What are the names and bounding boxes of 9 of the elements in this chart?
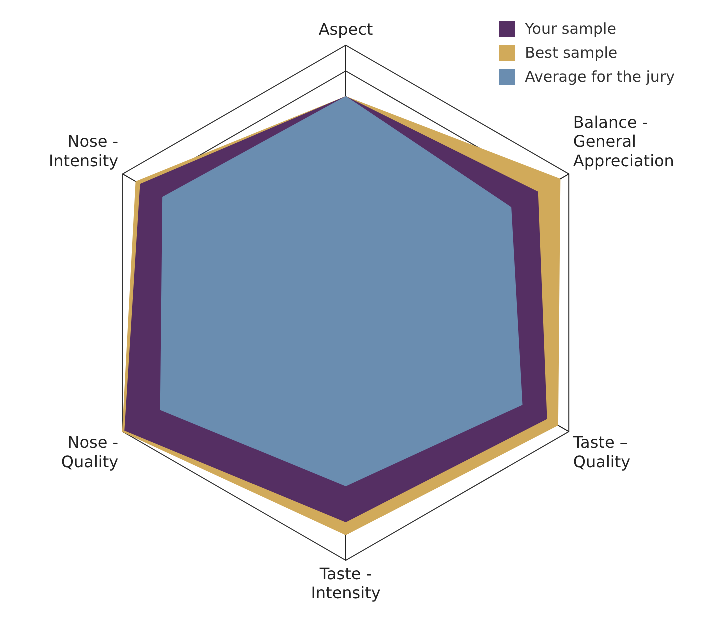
spoke-label: Nose - Intensity bbox=[48, 132, 119, 170]
spoke-label: Taste - Intensity bbox=[311, 564, 381, 603]
spoke-label: Nose - Quality bbox=[61, 433, 119, 472]
legend-label: Your sample bbox=[525, 20, 616, 38]
spoke-label: Taste – Quality bbox=[572, 433, 631, 472]
legend-label: Average for the jury bbox=[525, 68, 675, 86]
legend-label: Best sample bbox=[525, 44, 618, 62]
spoke-label: Balance - General Appreciation bbox=[573, 112, 674, 170]
spoke-label: Aspect bbox=[318, 20, 374, 39]
